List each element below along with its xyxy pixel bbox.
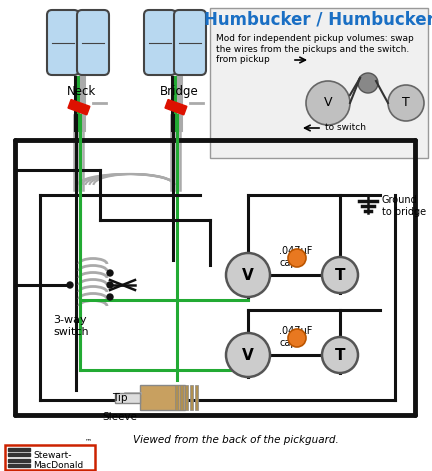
Circle shape	[67, 282, 73, 288]
Text: to switch: to switch	[325, 123, 366, 132]
Circle shape	[107, 282, 113, 288]
Bar	[165, 99, 187, 115]
Circle shape	[107, 294, 113, 300]
FancyBboxPatch shape	[174, 10, 206, 75]
Bar	[190, 385, 193, 410]
Text: Neck: Neck	[67, 85, 97, 98]
FancyBboxPatch shape	[77, 10, 109, 75]
Text: Humbucker / Humbucker: Humbucker / Humbucker	[203, 10, 432, 28]
Circle shape	[288, 249, 306, 267]
Circle shape	[288, 329, 306, 347]
Text: .047μF
cap.: .047μF cap.	[279, 326, 312, 348]
Text: 3-way
switch: 3-way switch	[53, 315, 89, 337]
Bar	[185, 385, 188, 410]
Circle shape	[226, 253, 270, 297]
Text: the wires from the pickups and the switch.: the wires from the pickups and the switc…	[216, 45, 409, 54]
Bar	[8, 458, 30, 462]
FancyBboxPatch shape	[144, 10, 176, 75]
Text: T: T	[335, 348, 345, 363]
Bar	[68, 99, 90, 115]
Text: Viewed from the back of the pickguard.: Viewed from the back of the pickguard.	[133, 435, 339, 445]
Text: Bridge: Bridge	[160, 85, 198, 98]
FancyBboxPatch shape	[47, 10, 79, 75]
Bar	[8, 453, 30, 456]
Bar	[8, 447, 30, 450]
Circle shape	[322, 337, 358, 373]
Text: T: T	[335, 268, 345, 283]
Bar	[175, 385, 178, 410]
Text: from pickup: from pickup	[216, 56, 270, 65]
Circle shape	[107, 270, 113, 276]
Text: V: V	[242, 348, 254, 363]
Text: V: V	[324, 97, 332, 109]
Circle shape	[226, 333, 270, 377]
Bar	[180, 385, 183, 410]
Text: T: T	[402, 97, 410, 109]
Circle shape	[388, 85, 424, 121]
Bar	[115, 393, 140, 403]
Bar	[210, 8, 428, 158]
Text: Sleeve: Sleeve	[102, 412, 137, 422]
Text: ™: ™	[85, 438, 92, 444]
Circle shape	[322, 257, 358, 293]
Text: Stewart-
MacDonald: Stewart- MacDonald	[33, 451, 83, 470]
Text: Tip: Tip	[112, 393, 128, 403]
Bar	[140, 385, 185, 410]
Circle shape	[358, 73, 378, 93]
Bar	[8, 464, 30, 467]
Text: Ground
to bridge: Ground to bridge	[382, 195, 426, 217]
Text: .047μF
cap.: .047μF cap.	[279, 246, 312, 268]
Bar	[195, 385, 198, 410]
Text: V: V	[242, 268, 254, 283]
Circle shape	[306, 81, 350, 125]
Bar	[5, 445, 95, 470]
Text: Mod for independent pickup volumes: swap: Mod for independent pickup volumes: swap	[216, 34, 414, 43]
